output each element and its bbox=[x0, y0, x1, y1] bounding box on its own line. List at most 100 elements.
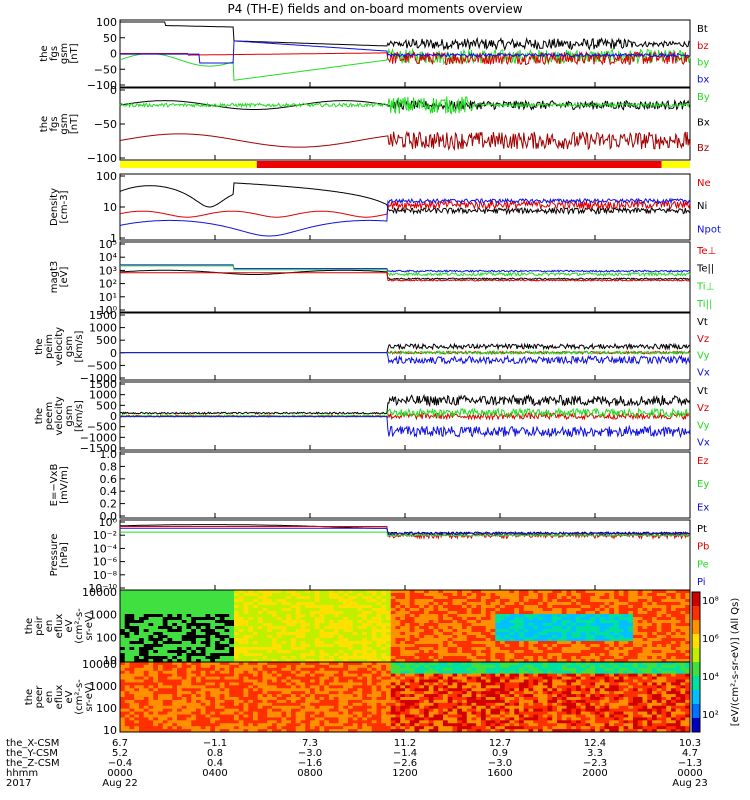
spectro-cell bbox=[367, 711, 373, 715]
spectro-cell bbox=[390, 635, 396, 639]
spectro-cell bbox=[471, 626, 477, 630]
spectro-cell bbox=[680, 644, 686, 648]
spectro-cell bbox=[329, 699, 335, 704]
spectro-cell bbox=[248, 614, 254, 618]
spectro-cell bbox=[675, 590, 681, 594]
spectro-cell bbox=[371, 723, 377, 727]
spectro-cell bbox=[514, 650, 520, 654]
spectro-cell bbox=[371, 670, 377, 675]
spectro-cell bbox=[305, 723, 311, 727]
spectro-cell bbox=[172, 679, 178, 683]
spectro-cell bbox=[257, 708, 263, 713]
spectro-cell bbox=[457, 708, 463, 713]
spectro-cell bbox=[215, 617, 221, 621]
spectro-cell bbox=[139, 699, 145, 704]
spectro-cell bbox=[234, 632, 240, 636]
spectro-cell bbox=[238, 723, 244, 727]
spectro-cell bbox=[253, 667, 259, 672]
spectro-cell bbox=[310, 685, 316, 689]
spectro-cell bbox=[400, 626, 406, 630]
spectro-cell bbox=[224, 682, 230, 686]
spectro-cell bbox=[671, 653, 677, 657]
spectro-cell bbox=[661, 641, 667, 645]
spectro-cell bbox=[395, 720, 401, 724]
spectro-cell bbox=[333, 705, 339, 710]
spectro-cell bbox=[666, 614, 672, 618]
spectro-cell bbox=[362, 662, 368, 666]
spectro-cell bbox=[167, 676, 173, 680]
spectro-cell bbox=[386, 596, 392, 600]
spectro-cell bbox=[519, 647, 525, 651]
spectro-cell bbox=[424, 611, 430, 615]
spectro-cell bbox=[419, 593, 425, 597]
spectro-cell bbox=[139, 676, 145, 680]
spectro-cell bbox=[599, 611, 605, 615]
spectro-cell bbox=[614, 617, 620, 621]
spectro-cell bbox=[134, 599, 140, 603]
spectro-cell bbox=[542, 629, 548, 633]
spectro-cell bbox=[637, 608, 643, 612]
spectro-cell bbox=[338, 638, 344, 642]
spectro-cell bbox=[219, 638, 225, 642]
spectro-cell bbox=[205, 699, 211, 704]
spectro-cell bbox=[433, 714, 439, 718]
spectro-cell bbox=[424, 685, 430, 689]
spectro-cell bbox=[253, 673, 259, 678]
spectro-cell bbox=[267, 641, 273, 645]
spectro-cell bbox=[561, 635, 567, 639]
spectro-cell bbox=[333, 593, 339, 597]
spectro-cell bbox=[490, 626, 496, 630]
spectro-cell bbox=[120, 641, 126, 645]
spectro-cell bbox=[390, 650, 396, 654]
spectro-cell bbox=[143, 699, 149, 704]
spectro-cell bbox=[324, 656, 330, 660]
spectro-cell bbox=[466, 590, 472, 594]
spectro-cell bbox=[652, 641, 658, 645]
spectro-cell bbox=[120, 688, 126, 692]
spectro-cell bbox=[257, 691, 263, 695]
spectro-cell bbox=[685, 614, 691, 618]
spectro-cell bbox=[409, 717, 415, 721]
spectro-cell bbox=[248, 723, 254, 727]
spectro-cell bbox=[300, 620, 306, 624]
spectro-cell bbox=[381, 659, 387, 663]
spectro-cell bbox=[167, 664, 173, 669]
spectro-cell bbox=[533, 617, 539, 621]
spectro-cell bbox=[457, 697, 463, 701]
spectro-cell bbox=[196, 623, 202, 627]
spectro-cell bbox=[481, 656, 487, 660]
spectro-cell bbox=[400, 614, 406, 618]
spectro-cell bbox=[314, 659, 320, 663]
spectro-cell bbox=[500, 605, 506, 609]
spectro-cell bbox=[395, 629, 401, 633]
spectro-cell bbox=[476, 702, 482, 707]
spectro-cell bbox=[181, 705, 187, 710]
spectro-cell bbox=[424, 617, 430, 621]
spectro-cell bbox=[566, 593, 572, 597]
spectro-cell bbox=[504, 629, 510, 633]
spectro-cell bbox=[310, 688, 316, 692]
spectro-cell bbox=[305, 697, 311, 701]
spectro-cell bbox=[276, 667, 282, 672]
spectro-cell bbox=[371, 644, 377, 648]
spectro-cell bbox=[267, 705, 273, 710]
spectro-cell bbox=[428, 714, 434, 718]
spectro-cell bbox=[139, 644, 145, 648]
spectro-cell bbox=[319, 685, 325, 689]
spectro-cell bbox=[609, 653, 615, 657]
spectro-cell bbox=[542, 635, 548, 639]
spectro-cell bbox=[248, 596, 254, 600]
spectro-cell bbox=[519, 620, 525, 624]
spectro-cell bbox=[542, 653, 548, 657]
spectro-cell bbox=[120, 656, 126, 660]
spectro-cell bbox=[295, 602, 301, 606]
spectro-cell bbox=[234, 605, 240, 609]
spectro-cell bbox=[381, 685, 387, 689]
spectro-cell bbox=[628, 641, 634, 645]
spectro-cell bbox=[305, 682, 311, 686]
spectro-cell bbox=[381, 626, 387, 630]
spectro-cell bbox=[134, 682, 140, 686]
series-by bbox=[119, 47, 691, 81]
spectro-cell bbox=[362, 673, 368, 678]
spectro-cell bbox=[656, 590, 662, 594]
